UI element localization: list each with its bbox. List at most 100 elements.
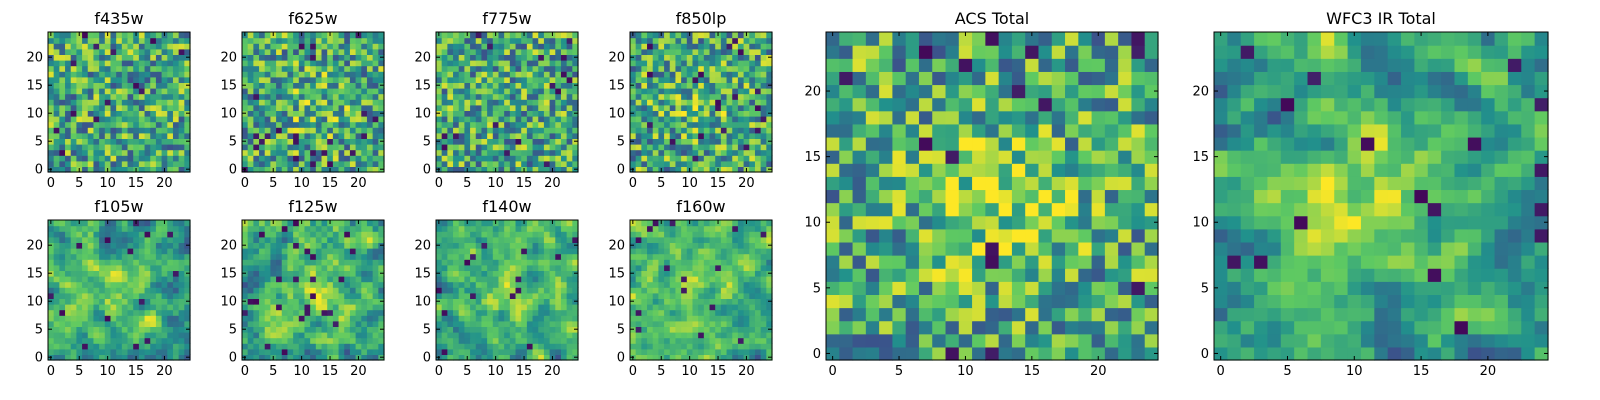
heatmap-cell [521,253,528,260]
heatmap-cell [76,348,83,355]
heatmap-cell [515,220,522,227]
heatmap-cell [504,155,511,162]
heatmap-cell [281,104,289,111]
heatmap-cell [310,65,317,72]
heatmap-cell [270,43,277,50]
heatmap-cell [281,88,289,95]
heatmap-cell [178,231,185,238]
heatmap-cell [184,287,191,294]
heatmap-cell [184,104,191,111]
heatmap-cell [703,48,711,55]
heatmap-cell [127,144,134,151]
heatmap-cell [293,166,300,173]
heatmap-cell [270,71,277,78]
heatmap-cell [669,127,677,134]
heatmap-cell [664,276,671,283]
heatmap-cell [686,276,694,283]
heatmap-cell [247,48,254,55]
heatmap-cell [270,343,277,350]
heatmap-cell [338,270,345,277]
heatmap-cell [327,121,334,128]
heatmap-cell [378,155,385,162]
heatmap-cell [515,231,522,238]
heatmap-cell [504,71,511,78]
heatmap-cell [526,121,534,128]
heatmap-cell [509,236,517,243]
heatmap-cell [703,155,711,162]
heatmap-cell [361,144,368,151]
heatmap-cell [515,343,522,350]
heatmap-cell [458,320,465,327]
heatmap-cell [498,304,505,311]
heatmap-cell [436,337,443,344]
axes-frame [241,31,385,173]
heatmap-cell [509,71,517,78]
heatmap-cell [315,348,323,355]
heatmap-cell [281,348,289,355]
heatmap-cell [76,76,83,83]
heatmap-cell [635,88,642,95]
heatmap-cell [458,88,465,95]
heatmap-cell [338,326,345,333]
heatmap-cell [76,231,83,238]
y-tick-label: 10 [220,107,237,122]
heatmap-cell [641,32,648,39]
heatmap-cell [366,60,374,67]
heatmap-cell [270,315,277,322]
heatmap-cell [487,292,494,299]
y-tick-label: 15 [608,79,625,94]
heatmap-cell [65,320,72,327]
heatmap-cell [447,104,454,111]
heatmap-cell [155,287,163,294]
heatmap-cell [247,54,254,61]
heatmap-cell [698,127,705,134]
heatmap-cell [726,281,733,288]
heatmap-cell [526,259,534,266]
heatmap-cell [686,304,694,311]
heatmap-cell [138,298,146,305]
heatmap-cell [93,225,100,232]
heatmap-cell [253,37,260,44]
heatmap-cell [526,320,534,327]
heatmap-cell [53,144,60,151]
heatmap-cell [344,88,351,95]
heatmap-cell [515,242,522,249]
heatmap-cell [560,121,568,128]
heatmap-cell [315,104,323,111]
heatmap-cell [310,276,317,283]
heatmap-cell [372,320,379,327]
heatmap-cell [458,104,465,111]
heatmap-cell [259,144,266,151]
heatmap-cell [641,76,648,83]
heatmap-cell [698,37,705,44]
heatmap-cell [116,220,123,227]
heatmap-cell [453,60,460,67]
heatmap-cell [116,155,123,162]
heatmap-cell [481,348,488,355]
heatmap-cell [184,276,191,283]
heatmap-cell [133,110,140,117]
heatmap-cell [630,132,637,139]
heatmap-cell [669,48,677,55]
heatmap-cell [310,43,317,50]
heatmap-cell [76,110,83,117]
heatmap-cell [453,144,460,151]
heatmap-cell [652,270,659,277]
heatmap-cell [332,121,340,128]
heatmap-cell [338,315,345,322]
heatmap-cell [686,326,694,333]
heatmap-cell [709,54,716,61]
heatmap-cell [492,326,500,333]
heatmap-cell [127,110,134,117]
heatmap-cell [572,144,579,151]
heatmap-cell [732,298,739,305]
heatmap-cell [470,160,477,167]
heatmap-cell [669,166,677,173]
heatmap-cell [504,253,511,260]
heatmap-cell [167,309,174,316]
heatmap-cell [304,32,311,39]
heatmap-cell [555,37,562,44]
heatmap-cell [287,155,294,162]
heatmap-cell [732,88,739,95]
